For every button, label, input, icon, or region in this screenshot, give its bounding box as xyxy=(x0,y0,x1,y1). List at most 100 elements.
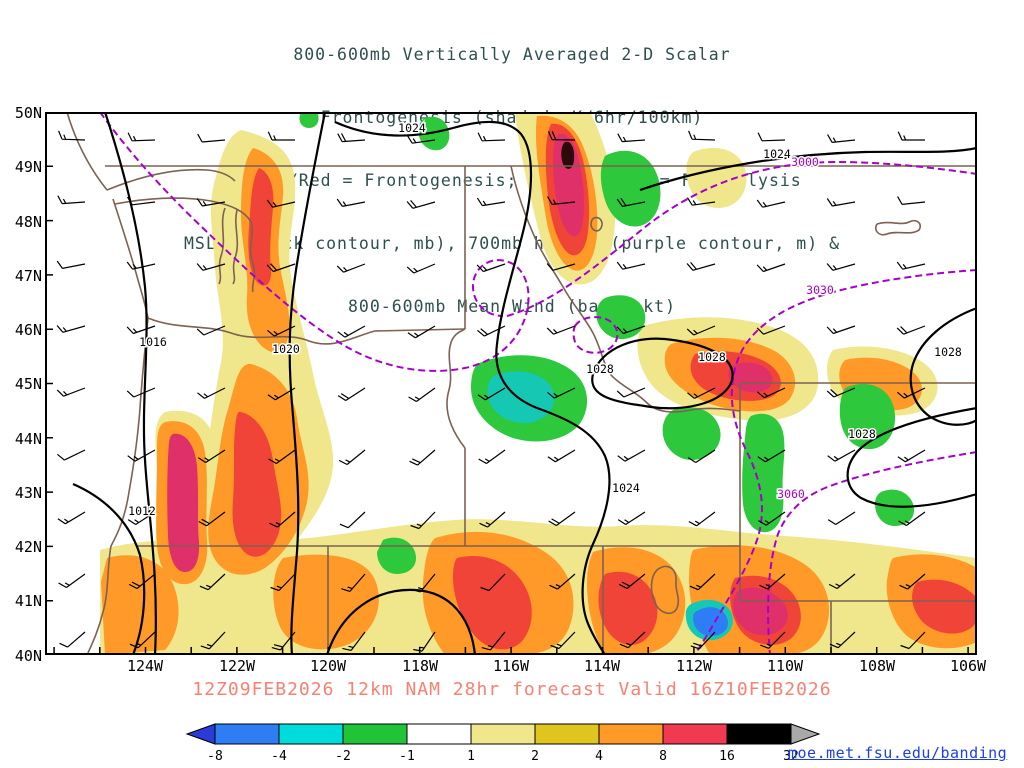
wind-barb xyxy=(619,631,646,649)
lat-label: 45N xyxy=(14,375,42,393)
wind-barb xyxy=(617,511,646,526)
wind-barb xyxy=(126,387,156,398)
wind-barb xyxy=(618,573,646,590)
lon-label: 116W xyxy=(492,657,530,675)
wind-barb xyxy=(267,131,295,141)
lat-label: 40N xyxy=(14,647,42,665)
contour-label: 1024 xyxy=(763,147,791,161)
colorbar-segment xyxy=(342,723,408,745)
wind-barb xyxy=(758,511,786,526)
colorbar-tick-label: 4 xyxy=(595,749,603,764)
wind-barb xyxy=(59,631,86,648)
wind-barb xyxy=(406,135,436,144)
lon-label: 118W xyxy=(401,657,439,675)
wind-barb xyxy=(686,325,716,336)
colorbar-segment xyxy=(406,723,472,745)
wind-barb xyxy=(759,573,786,590)
wind-barb xyxy=(270,573,296,592)
wind-barb xyxy=(197,387,226,399)
colorbar-segment xyxy=(534,723,600,745)
wind-barb xyxy=(58,573,86,589)
wind-barb xyxy=(687,387,716,399)
wind-barb xyxy=(617,449,646,462)
lon-label: 124W xyxy=(126,657,164,675)
wind-barb xyxy=(56,387,86,397)
lat-label: 42N xyxy=(14,538,42,556)
wind-barb xyxy=(826,325,856,335)
wind-barb xyxy=(58,130,86,141)
wind-barb xyxy=(547,449,576,463)
colorbar-tick-label: 32 xyxy=(783,749,799,764)
lon-label: 108W xyxy=(858,657,896,675)
map-frame xyxy=(45,112,977,655)
colorbar-arrow-right xyxy=(790,723,821,745)
height-contours xyxy=(99,111,978,656)
colorbar-segment xyxy=(214,723,280,745)
wind-barb xyxy=(478,449,506,465)
wind-barb xyxy=(336,263,366,273)
wind-barb xyxy=(686,197,716,206)
wind-barb xyxy=(406,263,436,274)
contour-label: 1028 xyxy=(586,362,614,376)
wind-barb xyxy=(338,449,366,466)
wind-barb xyxy=(686,262,716,271)
site-link[interactable]: moe.met.fsu.edu/banding xyxy=(788,744,1008,762)
lon-label: 120W xyxy=(309,657,347,675)
lat-label: 47N xyxy=(14,267,42,285)
wind-barb xyxy=(197,133,226,143)
lat-label: 49N xyxy=(14,158,42,176)
colorbar-segment xyxy=(726,723,792,745)
lat-label: 46N xyxy=(14,321,42,339)
wind-barb xyxy=(688,130,716,141)
wind-barb xyxy=(266,263,296,273)
wind-barb xyxy=(196,325,226,336)
wind-barb xyxy=(199,573,226,591)
colorbar-tick-label: 16 xyxy=(719,749,735,764)
colorbar-segment xyxy=(662,723,728,745)
wind-barb xyxy=(896,325,926,335)
wind-barb xyxy=(616,387,646,398)
wind-barb xyxy=(196,198,226,207)
lon-label: 112W xyxy=(675,657,713,675)
colorbar-arrow-left xyxy=(185,723,216,745)
wind-barb xyxy=(900,631,926,650)
lon-label: 122W xyxy=(218,657,256,675)
lon-label: 110W xyxy=(766,657,804,675)
mslp-contours xyxy=(72,111,978,656)
wind-barb xyxy=(826,263,856,271)
wind-barb xyxy=(56,325,86,333)
wind-barb xyxy=(616,197,646,207)
wind-barb xyxy=(477,132,506,142)
lat-label: 48N xyxy=(14,213,42,231)
wind-barb xyxy=(687,449,716,464)
wind-barb xyxy=(477,387,506,401)
wind-barb xyxy=(479,511,506,528)
wind-barb xyxy=(196,263,226,271)
wind-barb xyxy=(337,133,366,143)
colorbar-tick-label: -1 xyxy=(399,749,415,764)
colorbar-tick-label: -2 xyxy=(335,749,351,764)
map-area: 1024 1024 1016 1020 1012 1028 1028 1028 1028 1024… xyxy=(45,111,980,656)
wind-barb xyxy=(268,449,296,465)
wind-barb xyxy=(271,631,296,651)
title-line: 800-600mb Vertically Averaged 2-D Scalar xyxy=(293,45,731,64)
colorbar-tick-label: -8 xyxy=(207,749,223,764)
frontogenesis-shading xyxy=(100,112,980,655)
wind-barb xyxy=(827,134,856,143)
lon-label: 106W xyxy=(949,657,987,675)
axis-ticks xyxy=(45,111,969,656)
wind-barb xyxy=(129,631,156,649)
contour-label: 1012 xyxy=(128,504,156,518)
colorbar-segment xyxy=(470,723,536,745)
wind-barb xyxy=(897,196,926,205)
wind-barb xyxy=(547,196,576,205)
wind-barbs xyxy=(56,130,926,652)
wind-barb xyxy=(407,325,436,339)
wind-barb xyxy=(547,131,576,141)
colorbar-segment xyxy=(598,723,664,745)
lat-label: 44N xyxy=(14,430,42,448)
wind-barb xyxy=(756,263,786,273)
wind-barb xyxy=(899,573,926,590)
wind-barb xyxy=(267,387,296,401)
wind-barb xyxy=(549,573,576,590)
